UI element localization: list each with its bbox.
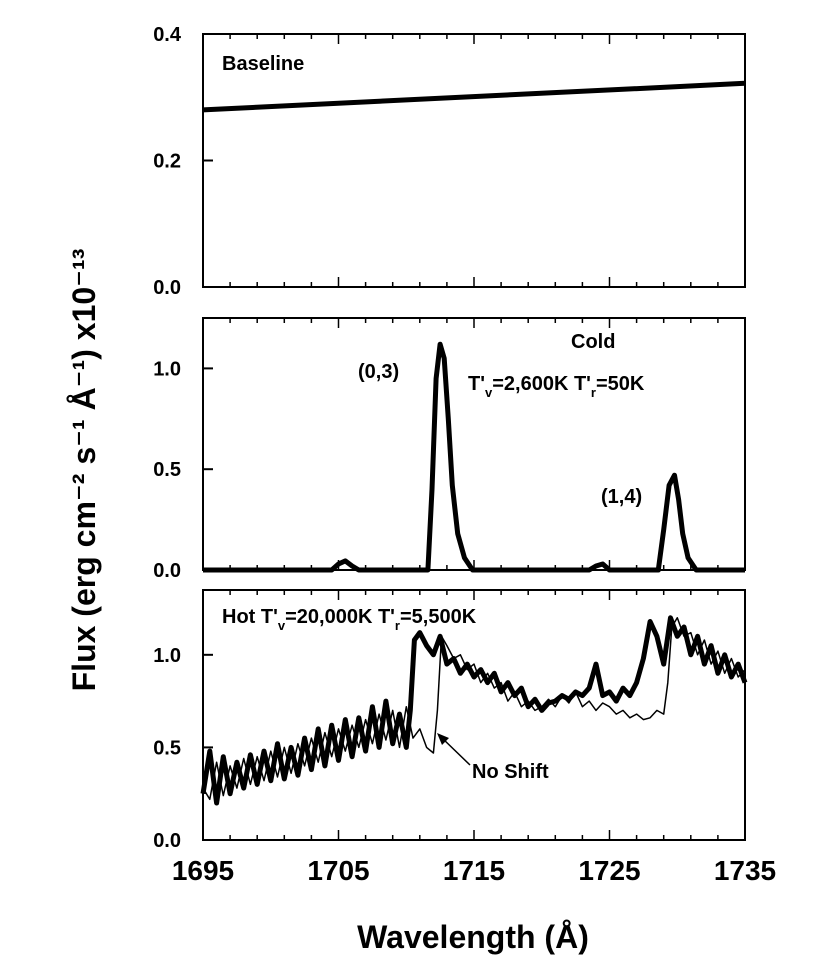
x-axis-label: Wavelength (Å)	[357, 919, 589, 955]
y-tick-label: 0.0	[153, 560, 181, 582]
x-tick-label: 1715	[443, 855, 505, 886]
annotation-band-14: (1,4)	[601, 486, 642, 508]
annotation-cold: Cold	[571, 331, 615, 353]
y-tick-label: 0.5	[153, 459, 181, 481]
x-tick-label: 1725	[578, 855, 640, 886]
series-line-thin	[202, 617, 746, 801]
no-shift-arrowhead	[437, 733, 449, 745]
y-tick-label: 0.5	[153, 737, 181, 759]
y-tick-label: 0.0	[153, 277, 181, 299]
x-tick-label: 1695	[172, 855, 234, 886]
y-axis-label-group: Flux (erg cm⁻² s⁻¹ Å⁻¹) x10⁻¹³	[66, 249, 102, 692]
y-axis-label: Flux (erg cm⁻² s⁻¹ Å⁻¹) x10⁻¹³	[66, 249, 102, 692]
chart-marks: 0.0 0.2 0.4 0.0 0.5 1.0 0.0 0.5 1.0 1695 1705 1715 1…	[153, 24, 776, 886]
annotation-baseline: Baseline	[222, 53, 304, 75]
y-tick-label: 0.4	[153, 24, 182, 46]
no-shift-arrow-line	[440, 736, 471, 766]
y-tick-label: 0.0	[153, 830, 181, 852]
annotation-cold-temps: T'v=2,600K T'r=50K	[468, 373, 645, 400]
annotation-hot-temps: Hot T'v=20,000K T'r=5,500K	[222, 606, 477, 633]
series-line-thick	[202, 80, 746, 113]
y-tick-label: 0.2	[153, 151, 181, 173]
series-line-thick	[203, 341, 745, 573]
x-tick-label: 1705	[307, 855, 369, 886]
annotation-band-03: (0,3)	[358, 361, 399, 383]
annotation-no-shift: No Shift	[472, 761, 549, 783]
x-tick-label: 1735	[714, 855, 776, 886]
y-tick-label: 1.0	[153, 645, 181, 667]
y-tick-label: 1.0	[153, 358, 181, 380]
